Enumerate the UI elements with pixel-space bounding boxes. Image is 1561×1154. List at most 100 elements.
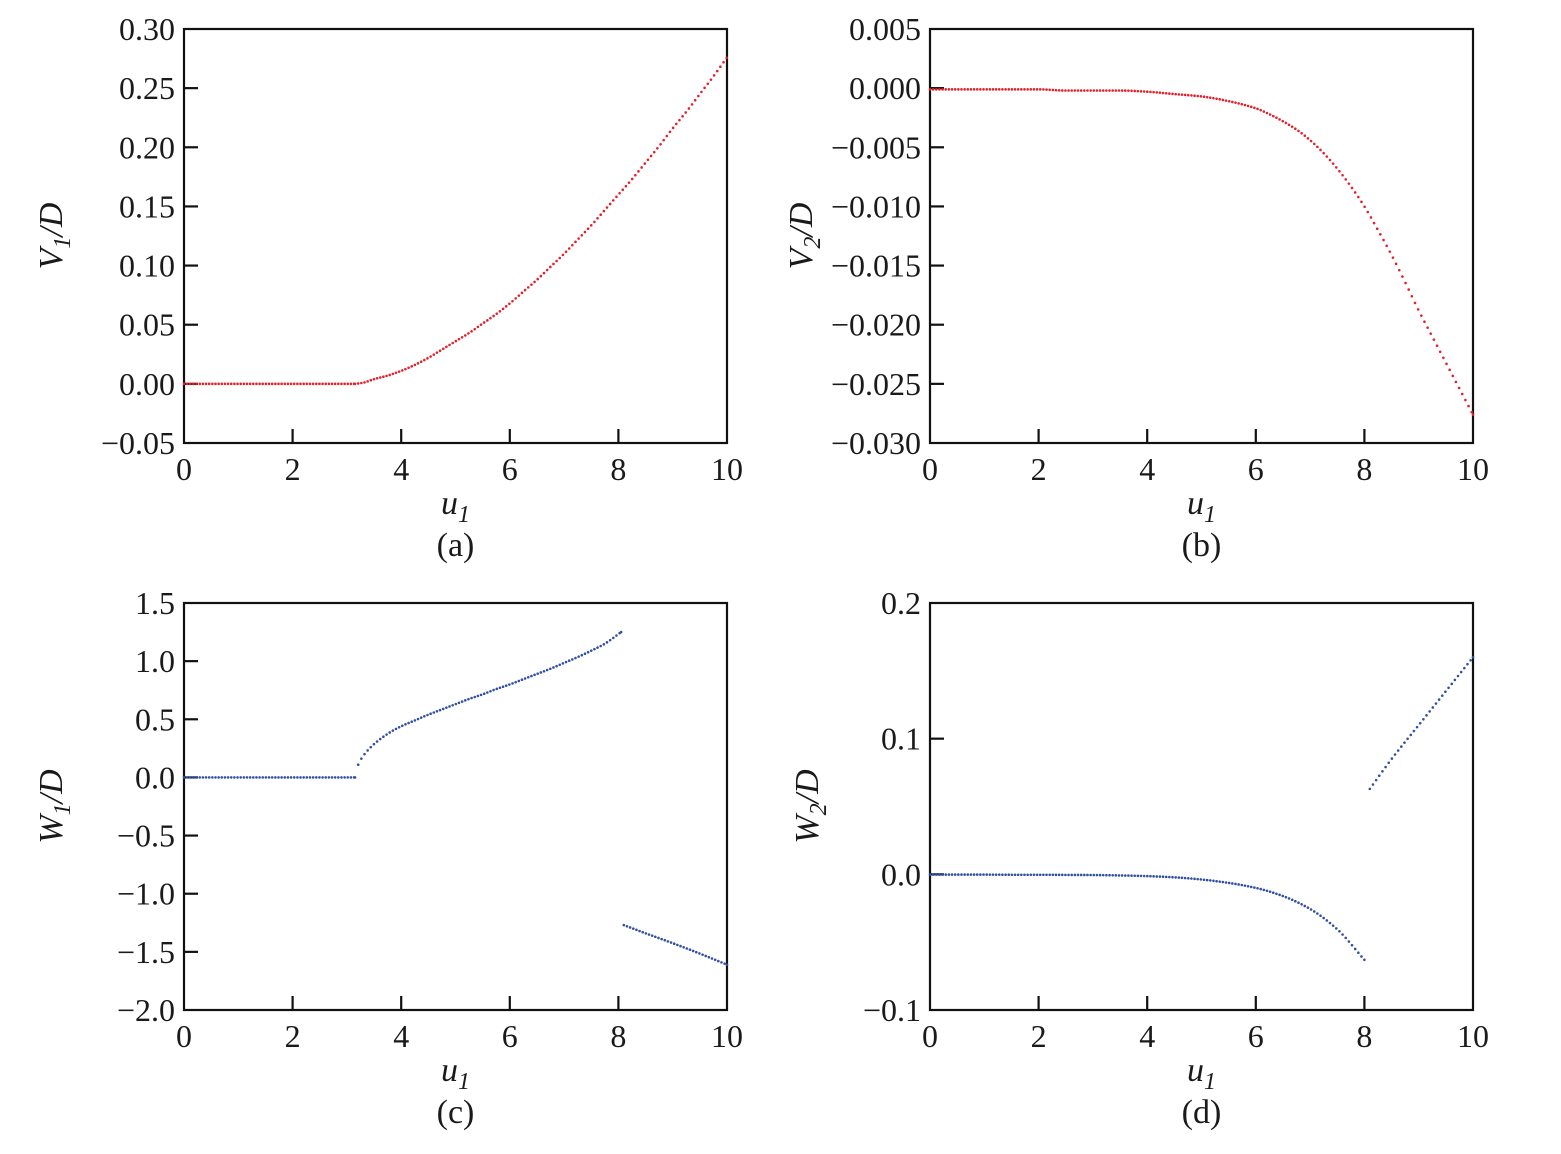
plot-frame: [182, 601, 729, 1012]
data-point: [953, 88, 957, 91]
data-point: [1407, 288, 1411, 291]
data-point: [549, 265, 552, 269]
data-point: [1158, 91, 1162, 94]
data-point: [1048, 873, 1051, 877]
data-point: [682, 945, 685, 949]
data-point: [963, 873, 966, 876]
data-point: [938, 88, 941, 91]
data-point: [378, 376, 382, 379]
x-tick-label: 10: [1457, 451, 1489, 487]
data-point: [966, 88, 970, 91]
data-point: [1111, 873, 1114, 877]
data-point: [457, 337, 461, 341]
data-point: [687, 107, 691, 110]
data-point: [517, 294, 521, 297]
data-point: [1437, 698, 1441, 701]
data-point: [657, 936, 660, 940]
data-point: [214, 382, 217, 386]
data-point: [1067, 89, 1070, 92]
data-point: [1114, 874, 1118, 877]
data-point: [385, 733, 388, 736]
data-point: [991, 88, 995, 91]
data-point: [1275, 116, 1278, 120]
data-point: [1240, 883, 1244, 887]
data-point: [583, 230, 587, 234]
data-point: [1060, 89, 1064, 92]
data-point: [706, 82, 710, 86]
y-tick-label: 0.005: [849, 11, 921, 47]
data-point: [1454, 380, 1458, 384]
data-point: [330, 382, 334, 386]
data-point: [201, 382, 205, 386]
data-point: [1445, 362, 1448, 366]
data-point: [280, 382, 283, 386]
data-point: [679, 944, 682, 948]
axis-tick-labels: 0 2 4 6 8 10 0.30 0.25 0.20 0.15 0.10 0.05 0.00 −0.05: [101, 11, 743, 487]
data-point: [1403, 741, 1406, 744]
data-point: [1300, 131, 1303, 135]
data-point: [1384, 765, 1387, 769]
x-tick-label: 4: [393, 451, 409, 487]
data-point: [694, 950, 698, 954]
data-point: [1281, 119, 1285, 123]
data-point: [337, 382, 340, 386]
data-point: [953, 873, 957, 876]
axis-ticks: [931, 87, 1366, 442]
data-point: [1177, 876, 1181, 879]
data-point: [1076, 873, 1080, 877]
data-point: [277, 382, 280, 386]
x-tick-label: 0: [922, 1018, 938, 1054]
data-point: [1026, 873, 1029, 877]
data-point: [441, 707, 445, 711]
data-point: [660, 937, 663, 941]
data-point: [635, 928, 638, 932]
data-point: [1368, 787, 1372, 791]
data-point: [1067, 873, 1070, 877]
data-point: [1001, 873, 1004, 877]
data-point: [931, 873, 935, 876]
data-point: [239, 776, 242, 779]
data-point: [700, 90, 703, 94]
data-point: [1448, 368, 1451, 372]
data-point: [214, 776, 217, 779]
data-point: [567, 247, 571, 250]
data-point: [1208, 879, 1212, 882]
data-point: [1334, 927, 1338, 930]
data-point: [539, 274, 543, 278]
data-point: [1338, 930, 1341, 933]
data-point: [245, 382, 249, 386]
data-point: [226, 382, 230, 386]
y-tick-label: 0.1: [881, 721, 921, 757]
data-point: [274, 382, 277, 386]
data-point: [555, 664, 558, 668]
data-point: [1459, 670, 1463, 674]
data-point: [665, 134, 669, 138]
data-point: [321, 776, 324, 779]
data-point: [508, 683, 511, 686]
data-point: [375, 740, 379, 743]
data-point: [982, 88, 985, 91]
data-point: [693, 98, 697, 102]
data-point: [1142, 90, 1146, 93]
data-point: [1290, 898, 1294, 902]
data-point: [470, 696, 473, 700]
data-point: [1357, 195, 1360, 199]
data-point: [713, 958, 717, 962]
data-point: [318, 382, 321, 386]
axis-ticks: [185, 660, 620, 1009]
data-point: [460, 700, 464, 703]
data-point: [1057, 89, 1061, 92]
data-point: [564, 250, 568, 254]
data-point: [1221, 880, 1225, 884]
data-point: [1086, 89, 1089, 92]
data-point: [504, 305, 508, 308]
data-point: [385, 374, 388, 378]
data-point: [1155, 91, 1159, 94]
data-point: [1322, 916, 1325, 920]
data-point: [536, 277, 540, 281]
data-point: [615, 195, 618, 199]
data-point: [448, 343, 451, 347]
x-tick-label: 4: [1139, 1018, 1155, 1054]
data-point: [634, 173, 637, 177]
data-point: [1275, 892, 1278, 896]
